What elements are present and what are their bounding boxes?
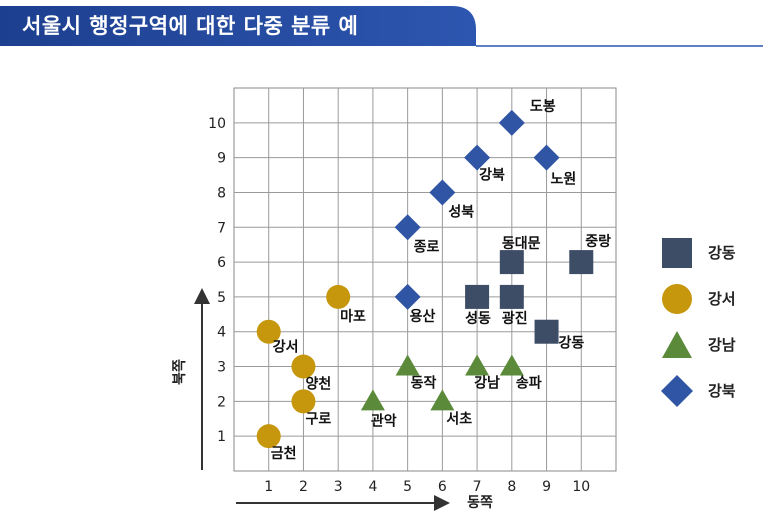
legend-circle-marker bbox=[662, 284, 692, 314]
legend-label: 강남 bbox=[708, 336, 736, 354]
data-point-diamond bbox=[394, 283, 421, 310]
data-point-label: 성동 bbox=[465, 311, 491, 327]
data-point-label: 동대문 bbox=[502, 236, 541, 252]
y-tick-label: 3 bbox=[217, 360, 226, 376]
data-point-diamond bbox=[533, 144, 560, 171]
data-point-label: 강서 bbox=[273, 339, 299, 356]
data-point-circle bbox=[326, 284, 351, 309]
data-point-diamond bbox=[429, 179, 456, 206]
data-point-triangle bbox=[465, 354, 490, 376]
legend-label: 강북 bbox=[708, 382, 736, 400]
plot-area bbox=[233, 87, 617, 472]
data-point-square bbox=[465, 284, 490, 309]
legend-label: 강동 bbox=[708, 244, 736, 262]
x-tick-label: 9 bbox=[542, 479, 551, 495]
data-point-diamond bbox=[498, 109, 525, 136]
data-point-label: 중랑 bbox=[585, 234, 611, 250]
y-tick-label: 1 bbox=[217, 429, 226, 445]
data-point-label: 강남 bbox=[474, 375, 500, 392]
title-banner: 서울시 행정구역에 대한 다중 분류 예 bbox=[0, 0, 763, 52]
data-point-label: 양천 bbox=[305, 377, 331, 393]
y-axis-label: 북쪽 bbox=[172, 359, 188, 385]
data-point-circle bbox=[291, 354, 316, 379]
data-point-square bbox=[499, 250, 524, 275]
data-point-label: 금천 bbox=[271, 446, 297, 462]
data-point-square bbox=[569, 250, 594, 275]
data-point-label: 구로 bbox=[305, 411, 331, 427]
data-point-label: 강북 bbox=[479, 167, 505, 184]
x-tick-label: 4 bbox=[368, 479, 377, 495]
data-point-label: 도봉 bbox=[530, 99, 556, 115]
data-point-label: 노원 bbox=[551, 172, 577, 188]
y-tick-label: 9 bbox=[217, 151, 226, 167]
x-tick-label: 7 bbox=[473, 479, 482, 495]
x-tick-label: 1 bbox=[264, 479, 273, 495]
legend-item-gangseo: 강서 bbox=[660, 282, 760, 316]
data-point-label: 종로 bbox=[414, 239, 440, 255]
y-tick-label: 10 bbox=[208, 116, 226, 132]
data-point-triangle bbox=[499, 354, 524, 376]
y-tick-label: 2 bbox=[217, 394, 226, 410]
data-point-label: 관악 bbox=[371, 412, 397, 429]
data-point-circle bbox=[256, 424, 281, 449]
x-tick-label: 10 bbox=[572, 479, 590, 495]
legend-item-gangdong: 강동 bbox=[660, 236, 760, 270]
data-point-label: 동작 bbox=[411, 375, 437, 392]
data-point-label: 광진 bbox=[502, 310, 528, 327]
x-tick-label: 6 bbox=[438, 479, 447, 495]
data-point-label: 용산 bbox=[410, 308, 436, 325]
legend-triangle-marker bbox=[662, 331, 692, 358]
data-point-circle bbox=[291, 389, 316, 414]
data-point-square bbox=[499, 284, 524, 309]
x-axis-label: 동쪽 bbox=[467, 495, 493, 511]
data-point-diamond bbox=[394, 214, 421, 241]
y-tick-label: 8 bbox=[217, 185, 226, 201]
data-point-label: 서초 bbox=[446, 411, 472, 427]
data-point-triangle bbox=[430, 389, 455, 411]
y-tick-label: 6 bbox=[217, 255, 226, 271]
x-tick-label: 5 bbox=[403, 479, 412, 495]
legend-item-gangnam: 강남 bbox=[660, 328, 760, 362]
data-point-label: 송파 bbox=[516, 376, 542, 392]
data-point-label: 강동 bbox=[559, 335, 585, 352]
legend-diamond-marker bbox=[661, 375, 693, 407]
x-tick-label: 2 bbox=[299, 479, 308, 495]
y-tick-label: 5 bbox=[217, 290, 226, 306]
data-point-triangle bbox=[360, 389, 385, 411]
data-point-label: 성북 bbox=[448, 204, 474, 220]
legend-item-gangbuk: 강북 bbox=[660, 374, 760, 408]
page-title: 서울시 행정구역에 대한 다중 분류 예 bbox=[22, 14, 359, 38]
y-tick-label: 7 bbox=[217, 220, 226, 236]
data-point-circle bbox=[256, 319, 281, 344]
x-tick-label: 8 bbox=[507, 479, 516, 495]
y-tick-label: 4 bbox=[217, 325, 226, 341]
legend-label: 강서 bbox=[708, 290, 736, 308]
data-point-label: 마포 bbox=[340, 309, 366, 325]
data-point-square bbox=[534, 319, 559, 344]
data-point-triangle bbox=[395, 354, 420, 376]
banner-shape bbox=[0, 6, 763, 47]
legend-square-marker bbox=[662, 238, 692, 268]
data-point-diamond bbox=[464, 144, 491, 171]
x-tick-label: 3 bbox=[334, 479, 343, 495]
